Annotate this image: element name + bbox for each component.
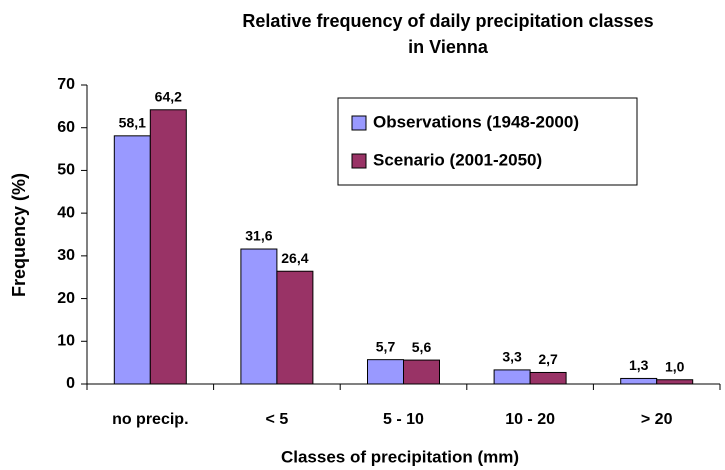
legend-label: Scenario (2001-2050) (373, 150, 542, 169)
data-label: 64,2 (155, 88, 182, 104)
bar (620, 377, 658, 385)
y-tick-label: 50 (57, 162, 75, 179)
bar (656, 379, 694, 385)
y-axis-label: Frequency (%) (9, 173, 29, 297)
data-label: 3,3 (502, 349, 522, 365)
y-tick-label: 10 (57, 333, 75, 350)
y-tick-label: 20 (57, 290, 75, 307)
bar (276, 270, 314, 385)
x-tick-label: > 20 (641, 411, 673, 428)
legend-box (337, 97, 638, 186)
bar (403, 359, 440, 385)
y-tick-label: 70 (57, 76, 75, 93)
data-label: 1,0 (665, 358, 685, 374)
bar (367, 359, 404, 385)
data-label: 31,6 (245, 228, 272, 244)
bar (149, 109, 187, 385)
legend-swatch (351, 115, 367, 131)
y-tick-label: 40 (57, 204, 75, 221)
x-tick-label: no precip. (112, 411, 188, 428)
data-label: 5,6 (412, 339, 432, 355)
x-tick-label: < 5 (266, 411, 289, 428)
data-label: 5,7 (376, 338, 396, 354)
x-tick-label: 10 - 20 (505, 411, 555, 428)
x-axis-label: Classes of precipitation (mm) (281, 447, 519, 466)
data-label: 58,1 (119, 115, 146, 131)
data-label: 26,4 (281, 250, 308, 266)
data-label: 1,3 (629, 357, 649, 373)
y-tick-label: 30 (57, 247, 75, 264)
bar (240, 248, 278, 385)
bar (529, 371, 567, 385)
x-tick-label: 5 - 10 (383, 411, 424, 428)
bar (113, 135, 151, 385)
chart-title: in Vienna (408, 37, 489, 57)
legend-swatch (351, 153, 367, 169)
bar (493, 369, 531, 385)
y-tick-label: 0 (66, 375, 75, 392)
legend-label: Observations (1948-2000) (373, 112, 579, 131)
y-tick-label: 60 (57, 119, 75, 136)
data-label: 2,7 (538, 351, 558, 367)
chart-title: Relative frequency of daily precipitatio… (242, 11, 653, 31)
